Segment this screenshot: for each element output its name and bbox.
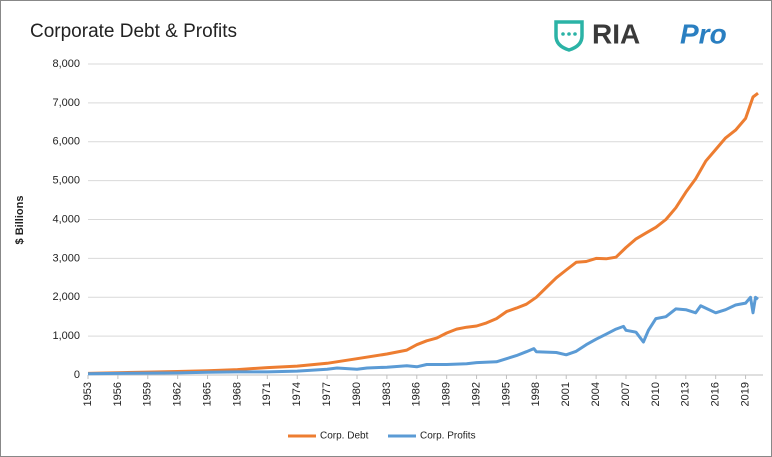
x-tick-label: 2007 [620, 382, 632, 406]
y-tick-label: 8,000 [52, 58, 80, 70]
x-tick-label: 1989 [441, 382, 453, 406]
x-tick-label: 1992 [470, 382, 482, 406]
x-tick-label: 1956 [112, 382, 124, 406]
logo-dot [567, 32, 571, 36]
x-tick-label: 2004 [590, 382, 602, 406]
y-tick-label: 0 [74, 369, 80, 381]
x-tick-label: 2019 [739, 382, 751, 406]
x-tick-label: 2010 [650, 382, 662, 406]
y-tick-label: 1,000 [52, 330, 80, 342]
logo-dot [561, 32, 565, 36]
x-tick-label: 1980 [351, 382, 363, 406]
x-tick-label: 2001 [560, 382, 572, 406]
y-axis-label: $ Billions [14, 196, 26, 245]
logo-product: Pro [680, 18, 727, 49]
logo-dot [573, 32, 577, 36]
x-tick-label: 2016 [710, 382, 722, 406]
logo-brand: RIA [592, 18, 640, 49]
x-tick-label: 1953 [82, 382, 94, 406]
series-line [87, 92, 759, 375]
x-tick-label: 1986 [411, 382, 423, 406]
series-line [87, 295, 759, 376]
x-tick-label: 1998 [530, 382, 542, 406]
legend-label: Corp. Profits [420, 431, 476, 442]
y-tick-label: 6,000 [52, 136, 80, 148]
x-tick-label: 1968 [231, 382, 243, 406]
x-tick-label: 1977 [321, 382, 333, 406]
y-tick-label: 5,000 [52, 175, 80, 187]
x-tick-label: 1995 [500, 382, 512, 406]
y-tick-label: 2,000 [52, 291, 80, 303]
x-tick-label: 1959 [142, 382, 154, 406]
x-tick-label: 1962 [172, 382, 184, 406]
y-tick-label: 4,000 [52, 213, 80, 225]
x-tick-label: 1971 [261, 382, 273, 406]
chart-title: Corporate Debt & Profits [30, 21, 237, 42]
y-tick-label: 7,000 [52, 97, 80, 109]
legend-label: Corp. Debt [320, 431, 369, 442]
y-tick-label: 3,000 [52, 252, 80, 264]
logo: RIA Pro [554, 18, 727, 52]
x-tick-label: 1965 [201, 382, 213, 406]
x-tick-label: 1974 [291, 382, 303, 406]
logo-shield [554, 20, 584, 52]
x-tick-label: 2013 [680, 382, 692, 406]
x-tick-label: 1983 [381, 382, 393, 406]
